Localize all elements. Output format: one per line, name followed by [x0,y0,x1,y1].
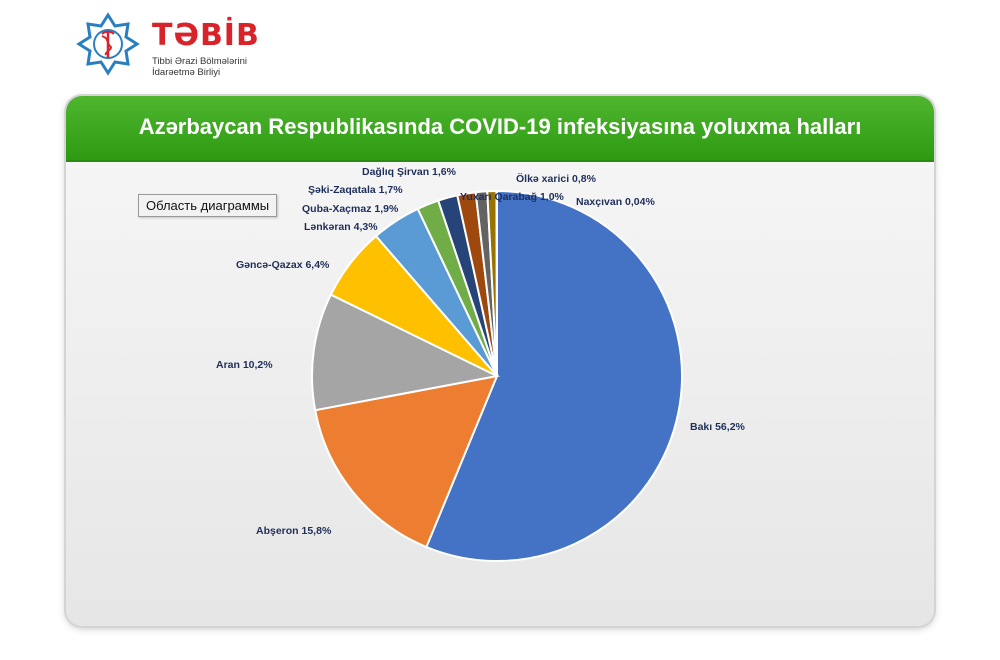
pie-slice-1[interactable] [425,189,683,562]
tabib-logo: TƏBİB Tibbi Ərazi Bölmələrini İdarəetmə … [76,12,266,82]
chart-area-tooltip: Область диаграммы [138,194,278,217]
pie-chart: Bakı 56,2% Abşeron 15,8% Aran 10,2% Gəncə-Q… [216,166,746,562]
data-label-5: Lənkəran 4,3% [304,221,378,233]
data-label-1: Bakı 56,2% [690,421,746,433]
data-label-7: Şəki-Zaqatala 1,7% [308,184,403,196]
chart-title: Azərbaycan Respublikasında COVID-19 infe… [138,114,862,139]
data-label-6: Quba-Xaçmaz 1,9% [302,203,399,215]
data-label-8: Dağlıq Şirvan 1,6% [362,166,457,178]
pie-slice-3[interactable] [311,293,501,412]
medical-star-caduceus-icon [76,12,140,76]
data-label-2: Abşeron 15,8% [256,525,332,537]
data-label-9: Yuxarı Qarabağ 1,0% [460,191,565,203]
data-label-11: Naxçıvan 0,04% [576,196,655,208]
chart-header: Azərbaycan Respublikasında COVID-19 infe… [66,96,934,162]
pie-slice-2[interactable] [314,374,499,549]
data-label-3: Aran 10,2% [216,359,273,371]
logo-subtitle: Tibbi Ərazi Bölmələrini İdarəetmə Birliy… [152,56,247,78]
logo-name: TƏBİB [152,18,260,53]
data-label-4: Gəncə-Qazax 6,4% [236,259,330,271]
chart-area[interactable]: Azərbaycan Respublikasında COVID-19 infe… [66,96,934,626]
data-label-10: Ölkə xarici 0,8% [516,172,597,185]
